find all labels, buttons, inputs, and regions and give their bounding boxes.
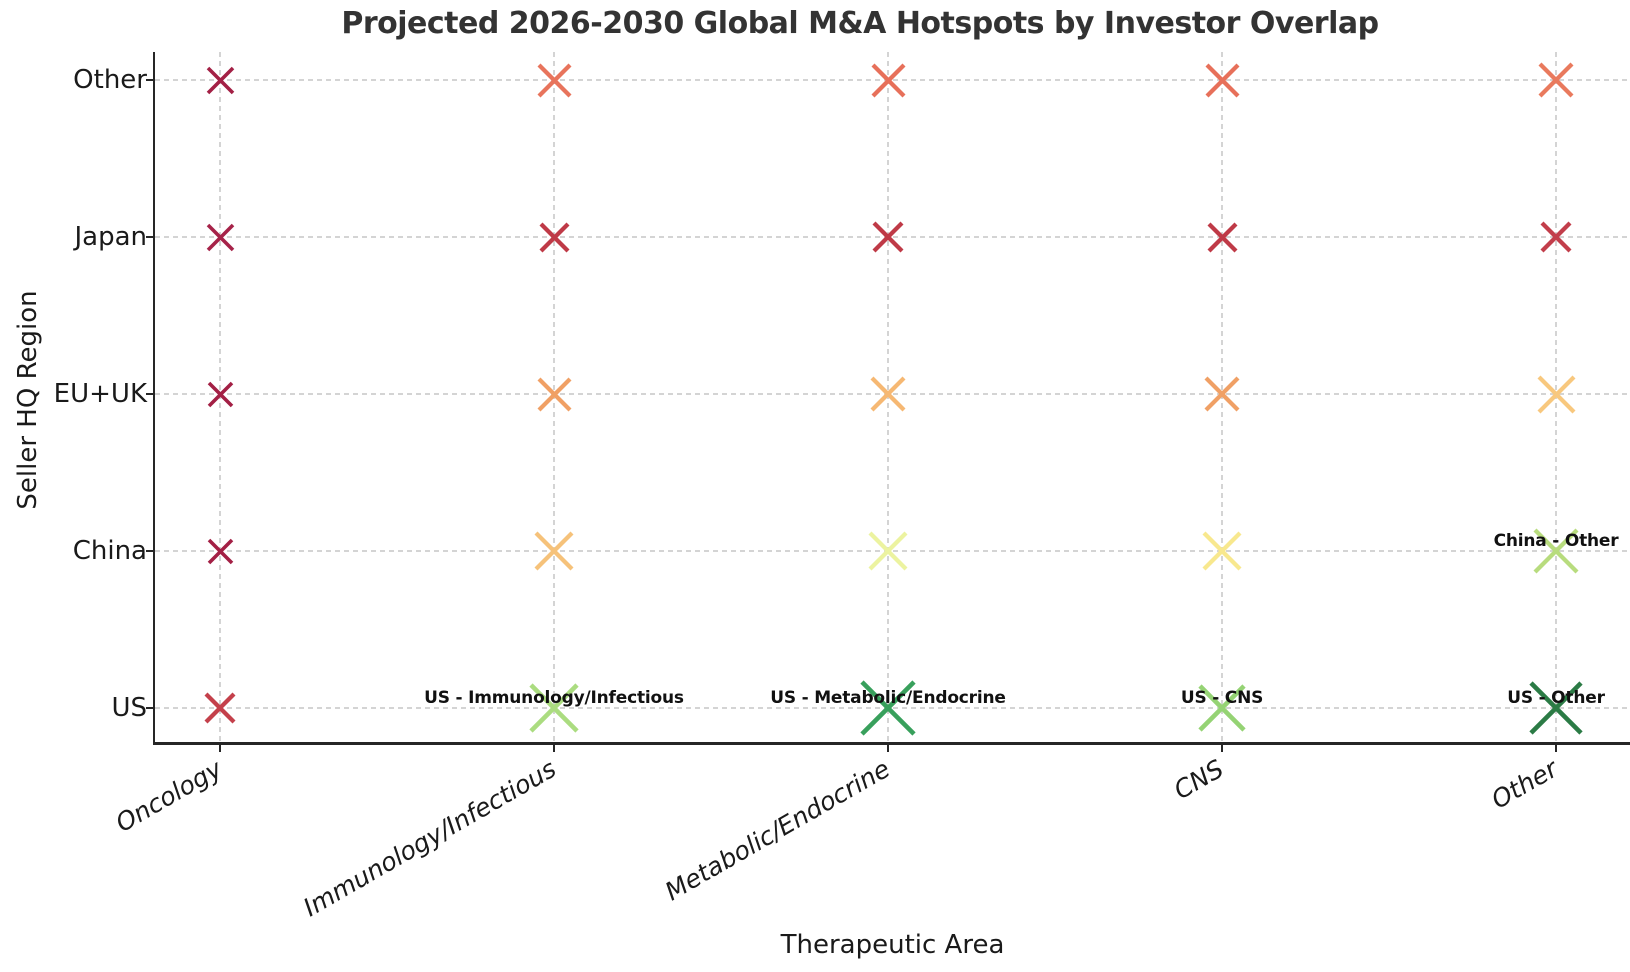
y-tick-label: Japan (74, 222, 147, 252)
x-tick-mark (1555, 744, 1557, 752)
vertical-gridline (1221, 52, 1223, 742)
point-annotation: China - Other (1493, 531, 1619, 551)
x-tick-mark (887, 744, 889, 752)
x-axis-label: Therapeutic Area (780, 930, 1005, 960)
y-tick-label: Other (73, 65, 147, 95)
vertical-gridline (1555, 52, 1557, 742)
x-marker (1207, 222, 1237, 252)
y-tick-label: US (111, 693, 147, 723)
y-tick-mark (146, 236, 154, 238)
y-axis-spine (153, 52, 155, 743)
x-marker (1202, 531, 1242, 571)
y-tick-label: China (72, 536, 147, 566)
x-marker (1537, 375, 1575, 413)
x-marker (1540, 221, 1572, 253)
x-axis-spine (153, 742, 1630, 745)
x-tick-label: Oncology (110, 754, 227, 838)
y-tick-mark (146, 79, 154, 81)
x-marker (1533, 528, 1579, 574)
x-marker (872, 221, 904, 253)
point-annotation: US - CNS (1180, 688, 1264, 708)
x-marker (868, 531, 908, 571)
x-tick-label: CNS (1168, 754, 1229, 806)
x-marker (206, 66, 234, 94)
x-marker (860, 680, 916, 736)
x-marker (1529, 681, 1583, 735)
horizontal-gridline (155, 236, 1630, 238)
horizontal-gridline (155, 79, 1630, 81)
x-tick-mark (219, 744, 221, 752)
x-marker (1205, 63, 1239, 97)
x-marker (537, 377, 571, 411)
point-annotation: US - Immunology/Infectious (424, 688, 684, 708)
x-marker (529, 683, 579, 733)
x-marker (1538, 62, 1574, 98)
x-marker (207, 381, 233, 407)
y-tick-label: EU+UK (53, 379, 147, 409)
x-tick-label: Immunology/Infectious (297, 754, 561, 923)
horizontal-gridline (155, 393, 1630, 395)
x-marker (871, 63, 905, 97)
x-marker (1204, 376, 1240, 412)
x-tick-label: Metabolic/Endocrine (659, 754, 895, 907)
point-annotation: US - Other (1507, 688, 1605, 708)
x-tick-label: Other (1486, 754, 1563, 815)
vertical-gridline (887, 52, 889, 742)
chart-title: Projected 2026-2030 Global M&A Hotspots … (341, 6, 1379, 41)
x-marker (206, 223, 234, 251)
point-annotation: US - Metabolic/Endocrine (770, 688, 1006, 708)
y-tick-mark (146, 393, 154, 395)
x-marker (539, 222, 569, 252)
x-marker (537, 63, 571, 97)
vertical-gridline (219, 52, 221, 742)
x-tick-mark (553, 744, 555, 752)
x-marker (870, 376, 906, 412)
y-tick-mark (146, 550, 154, 552)
horizontal-gridline (155, 550, 1630, 552)
x-marker (534, 531, 574, 571)
horizontal-gridline (155, 707, 1630, 709)
x-marker (1198, 684, 1246, 732)
x-tick-mark (1221, 744, 1223, 752)
vertical-gridline (553, 52, 555, 742)
y-tick-mark (146, 707, 154, 709)
x-marker (207, 538, 233, 564)
x-marker (204, 692, 236, 724)
